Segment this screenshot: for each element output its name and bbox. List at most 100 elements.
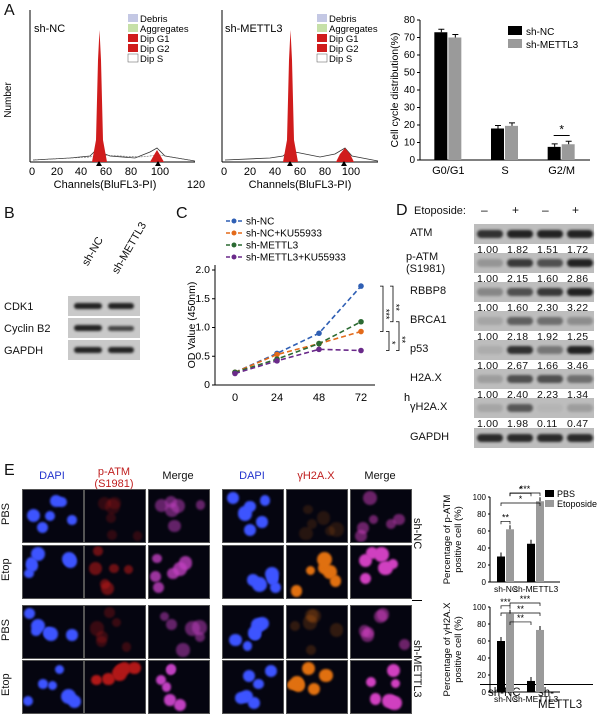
svg-text:40: 40 <box>75 166 87 178</box>
micro-cell <box>287 679 298 691</box>
line-c-point <box>274 358 280 364</box>
micro-image <box>350 605 412 659</box>
micro-cell <box>269 581 282 594</box>
micro-cell <box>324 525 336 537</box>
bar-a-legend: sh-NC sh-METTL3 <box>508 26 579 51</box>
svg-text:20: 20 <box>244 166 256 178</box>
svg-text:100: 100 <box>342 166 360 178</box>
micro-image <box>286 545 348 599</box>
svg-text:20: 20 <box>51 166 63 178</box>
micro-image <box>84 605 146 659</box>
micro-cell <box>319 668 333 683</box>
micro-cell <box>365 677 377 688</box>
line-c-ylabel: OD Value (450nm) <box>186 282 198 369</box>
bar-e-ylabel: positive cell (%) <box>453 506 464 573</box>
blot-b-gapdh <box>68 340 140 360</box>
micro-cell <box>247 626 261 640</box>
etoposide-label: Etoposide: <box>414 205 466 217</box>
micro-cell <box>307 609 322 624</box>
micro-cell <box>305 609 318 623</box>
blot-d-lane <box>474 369 594 389</box>
bar-e-sig-bracket <box>500 520 511 525</box>
line-c-legend-label: sh-NC+KU55933 <box>246 229 322 240</box>
micro-image <box>148 545 210 599</box>
blot-b-row-labels: CDK1 Cyclin B2 GAPDH <box>4 301 51 357</box>
micro-image <box>286 489 348 543</box>
line-c-point <box>358 283 364 289</box>
micro-cell <box>105 513 117 524</box>
micro-image <box>84 660 146 714</box>
blot-d-band <box>477 259 503 267</box>
bar-e-ytick-label: 0 <box>482 688 487 697</box>
line-c-legend-marker <box>231 254 237 260</box>
line-c-point <box>316 346 322 353</box>
micro-cell <box>305 644 316 655</box>
micro-cell <box>253 678 264 690</box>
bar-a-sig: * <box>559 123 564 137</box>
svg-text:100: 100 <box>151 166 169 178</box>
micro-image <box>286 660 348 714</box>
hist-left-xticks: 0 20 40 60 80 100 120 <box>29 166 205 191</box>
micro-cell <box>235 692 247 705</box>
blot-d-band <box>537 404 563 412</box>
line-c-xtick-label: 48 <box>313 392 325 404</box>
hist-right-legend: Debris Aggregates Dip G1 Dip G2 Dip S <box>316 14 378 65</box>
line-c-legend: sh-NCsh-NC+KU55933sh-METTL3sh-METTL3+KU5… <box>226 217 346 264</box>
bar-e-sig: * <box>519 484 523 494</box>
blot-d-quant: 1.00 <box>477 418 499 430</box>
line-c-bracket <box>386 331 390 351</box>
blot-d-band <box>537 346 563 354</box>
svg-text:60: 60 <box>100 166 112 178</box>
bar-e-sig: *** <box>520 594 531 604</box>
line-c-legend-marker <box>231 230 237 236</box>
svg-text:60: 60 <box>294 166 306 178</box>
micro-cell <box>167 567 179 580</box>
micro-image <box>84 545 146 599</box>
svg-text:80: 80 <box>125 166 137 178</box>
micro-cell <box>170 498 185 514</box>
micro-col-header: DAPI <box>239 470 265 482</box>
svg-text:Dip G2: Dip G2 <box>140 44 170 55</box>
blot-d-band <box>567 317 593 325</box>
micro-cell <box>67 515 77 525</box>
micro-cell <box>302 615 318 630</box>
line-c-bracket <box>396 321 400 351</box>
micro-cell <box>251 576 267 592</box>
bar-e-bar <box>506 613 514 692</box>
bar-a-ytick-label: 20 <box>404 120 416 131</box>
micro-cell <box>391 679 401 689</box>
micro-cell <box>173 561 188 577</box>
micro-cell <box>162 682 172 692</box>
blot-d-band <box>537 317 563 325</box>
blot-d-band <box>537 288 563 296</box>
micro-cell <box>303 505 313 515</box>
micro-cell <box>387 558 399 570</box>
bar-a-bar <box>491 128 504 160</box>
micro-cell <box>24 568 34 579</box>
line-c-ytick-label: 1.5 <box>195 293 210 305</box>
micro-cell <box>26 560 38 573</box>
bar-e-sig-bracket <box>509 602 541 606</box>
line-c-xunit: h <box>404 392 410 404</box>
micro-cell <box>398 639 410 651</box>
bar-e-bar <box>527 543 535 582</box>
line-c-ytick-label: 0 <box>204 379 210 391</box>
line-c-point <box>232 370 238 377</box>
blot-d-band <box>477 404 503 412</box>
micro-cell <box>44 511 56 522</box>
bar-a-ytick-label: 80 <box>404 15 416 26</box>
bar-e-category-label: sh-METTL3 <box>514 694 559 704</box>
line-c-legend-label: sh-METTL3 <box>246 241 299 252</box>
svg-text:Dip S: Dip S <box>140 54 163 65</box>
micro-cell <box>290 585 303 597</box>
micro-image <box>350 489 412 543</box>
blot-d-band <box>537 230 563 238</box>
line-c-sig: *** <box>381 309 391 320</box>
svg-text:120: 120 <box>187 179 205 191</box>
blot-d-band <box>477 346 503 354</box>
blot-d-band <box>507 346 533 354</box>
bar-e-sig: *** <box>520 484 531 494</box>
micro-cell <box>359 572 372 585</box>
blot-d-band <box>567 288 593 296</box>
micro-image <box>84 489 146 543</box>
